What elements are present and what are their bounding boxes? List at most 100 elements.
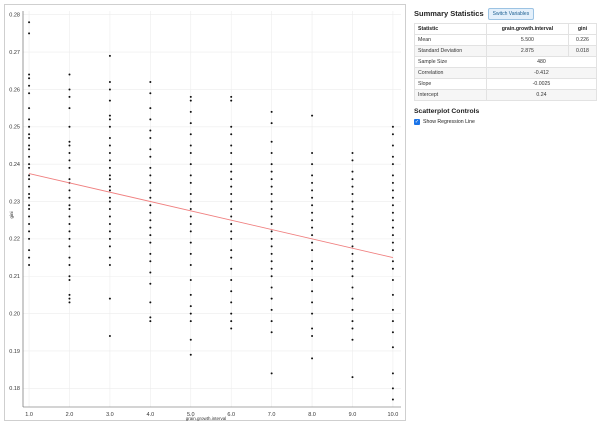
- data-point: [270, 170, 273, 173]
- data-point: [28, 148, 31, 151]
- data-point: [351, 320, 354, 323]
- data-point: [149, 155, 152, 158]
- regression-line: [28, 173, 394, 259]
- data-point: [189, 133, 192, 136]
- data-point: [391, 219, 394, 222]
- x-tick-label: 1.0: [25, 412, 33, 418]
- data-point: [270, 230, 273, 233]
- data-point: [351, 338, 354, 341]
- data-point: [351, 237, 354, 240]
- stat-name: Slope: [414, 78, 487, 90]
- x-tick-label: 3.0: [106, 412, 114, 418]
- data-point: [351, 230, 354, 233]
- data-point: [28, 21, 31, 24]
- data-point: [28, 133, 31, 136]
- data-point: [391, 144, 394, 147]
- data-point: [230, 133, 233, 136]
- data-point: [149, 320, 152, 323]
- data-point: [68, 73, 71, 76]
- x-tick-label: 10.0: [388, 412, 399, 418]
- data-point: [68, 151, 71, 154]
- stat-value: 480: [485, 56, 598, 68]
- data-point: [270, 163, 273, 166]
- data-point: [189, 174, 192, 177]
- data-point: [270, 267, 273, 270]
- data-point: [230, 163, 233, 166]
- data-point: [189, 95, 192, 98]
- data-point: [108, 222, 111, 225]
- data-point: [391, 372, 394, 375]
- switch-variables-button[interactable]: Switch Variables: [487, 7, 535, 20]
- data-point: [270, 140, 273, 143]
- data-point: [311, 327, 314, 330]
- data-point: [189, 241, 192, 244]
- data-point: [391, 320, 394, 323]
- data-point: [68, 88, 71, 91]
- data-point: [189, 320, 192, 323]
- data-point: [189, 163, 192, 166]
- data-point: [351, 170, 354, 173]
- data-point: [108, 178, 111, 181]
- data-point: [270, 320, 273, 323]
- data-point: [68, 159, 71, 162]
- data-point: [68, 264, 71, 267]
- data-point: [108, 208, 111, 210]
- data-point: [311, 267, 314, 270]
- data-point: [68, 107, 71, 110]
- data-point: [351, 222, 354, 225]
- data-point: [311, 211, 314, 214]
- data-point: [230, 267, 233, 270]
- data-point: [351, 215, 354, 218]
- data-point: [68, 230, 71, 233]
- scatterplot-controls-title: Scatterplot Controls: [414, 108, 480, 115]
- data-point: [270, 208, 273, 210]
- data-point: [391, 226, 394, 229]
- data-point: [28, 118, 31, 121]
- data-point: [149, 166, 152, 169]
- x-tick-label: 7.0: [268, 412, 276, 418]
- data-point: [189, 193, 192, 196]
- data-point: [270, 252, 273, 255]
- data-point: [149, 271, 152, 274]
- x-tick-label: 5.0: [187, 412, 195, 418]
- data-point: [391, 133, 394, 136]
- data-point: [311, 290, 314, 293]
- data-point: [351, 193, 354, 196]
- data-point: [28, 166, 31, 169]
- data-point: [68, 301, 71, 304]
- data-point: [230, 249, 233, 252]
- data-point: [28, 264, 31, 267]
- data-point: [108, 335, 111, 338]
- data-point: [230, 312, 233, 315]
- data-point: [311, 301, 314, 304]
- data-point: [149, 189, 152, 192]
- checkbox-checked-icon[interactable]: ✓: [414, 119, 420, 125]
- data-point: [149, 301, 152, 304]
- data-point: [149, 226, 152, 229]
- data-point: [189, 122, 192, 125]
- data-point: [68, 237, 71, 240]
- data-point: [28, 249, 31, 252]
- data-point: [189, 264, 192, 267]
- stat-value: 0.24: [485, 89, 598, 101]
- data-point: [270, 222, 273, 225]
- data-point: [351, 200, 354, 203]
- data-point: [108, 230, 111, 233]
- show-regression-toggle[interactable]: ✓ Show Regression Line: [414, 119, 597, 125]
- x-tick-label: 9.0: [349, 412, 357, 418]
- data-point: [391, 293, 394, 296]
- data-point: [108, 125, 111, 128]
- chart-points: [28, 21, 394, 401]
- data-point: [311, 181, 314, 184]
- data-point: [189, 353, 192, 356]
- data-point: [108, 245, 111, 248]
- table-row: Standard Deviation 2.875 0.018: [414, 45, 598, 57]
- data-point: [189, 252, 192, 255]
- y-tick-label: 0.24: [9, 162, 20, 168]
- data-point: [351, 260, 354, 263]
- data-point: [230, 193, 233, 196]
- stat-value: 2.875: [485, 45, 569, 57]
- data-point: [108, 80, 111, 83]
- data-point: [189, 110, 192, 113]
- y-tick-label: 0.22: [9, 237, 20, 243]
